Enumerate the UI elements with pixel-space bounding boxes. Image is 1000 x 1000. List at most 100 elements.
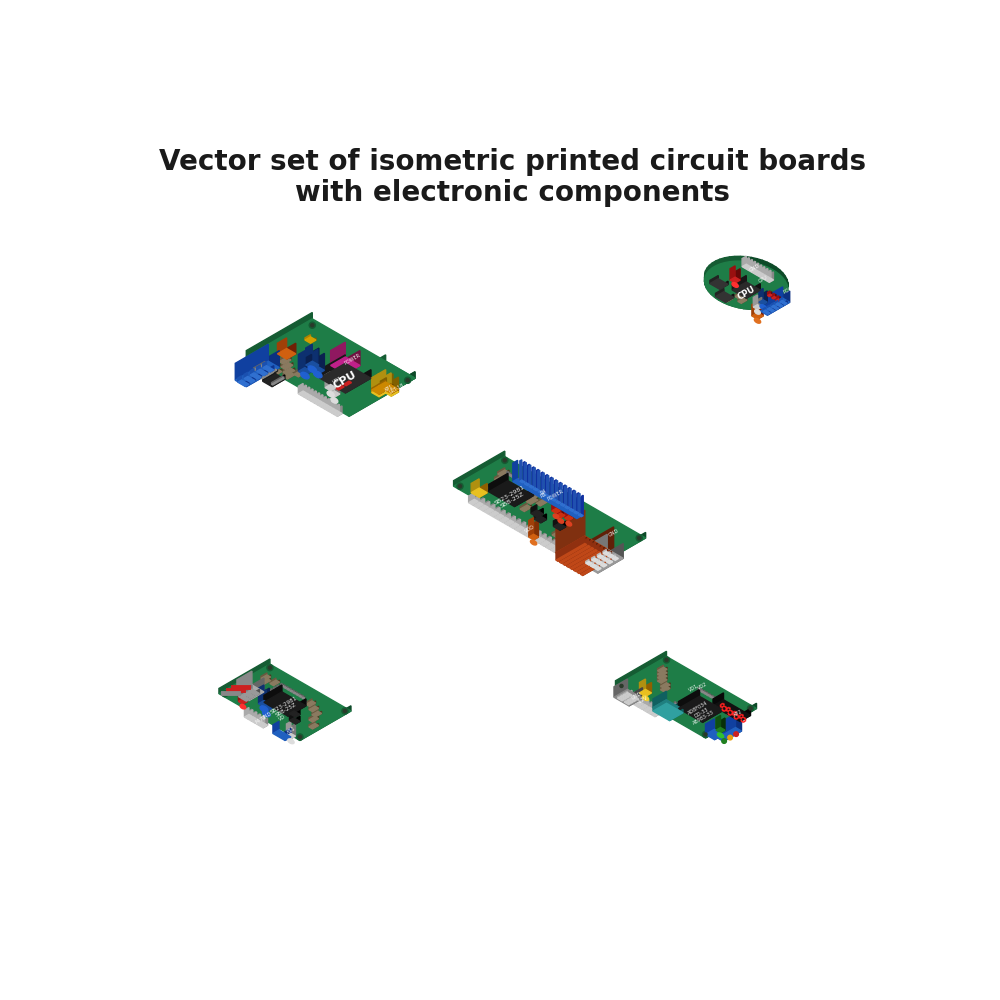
Polygon shape [501, 494, 502, 496]
Polygon shape [715, 724, 724, 740]
Polygon shape [248, 689, 259, 696]
Polygon shape [496, 493, 499, 495]
Polygon shape [491, 488, 492, 491]
Polygon shape [770, 301, 775, 307]
Polygon shape [263, 697, 264, 700]
Polygon shape [557, 502, 561, 515]
Polygon shape [648, 702, 653, 712]
Polygon shape [569, 509, 574, 512]
Polygon shape [252, 719, 260, 723]
Polygon shape [289, 688, 290, 690]
Polygon shape [504, 520, 514, 526]
Polygon shape [287, 343, 296, 359]
Polygon shape [219, 659, 270, 694]
Ellipse shape [642, 696, 649, 700]
Polygon shape [637, 698, 639, 700]
Polygon shape [305, 387, 310, 398]
Circle shape [405, 377, 411, 383]
Polygon shape [576, 547, 604, 571]
Polygon shape [620, 694, 622, 697]
Polygon shape [596, 559, 599, 563]
Polygon shape [534, 530, 540, 540]
Polygon shape [312, 711, 322, 717]
Circle shape [458, 485, 462, 488]
Polygon shape [687, 709, 688, 711]
Polygon shape [554, 480, 556, 501]
Polygon shape [710, 276, 718, 284]
Polygon shape [263, 361, 265, 364]
Polygon shape [719, 295, 723, 302]
Polygon shape [540, 534, 546, 544]
Polygon shape [263, 718, 268, 728]
Polygon shape [493, 507, 499, 517]
Polygon shape [263, 699, 266, 701]
Polygon shape [768, 310, 770, 314]
Polygon shape [310, 701, 316, 706]
Polygon shape [281, 708, 282, 710]
Polygon shape [763, 268, 767, 279]
Polygon shape [653, 700, 683, 717]
Polygon shape [523, 462, 525, 483]
Polygon shape [498, 492, 499, 495]
Polygon shape [554, 542, 560, 552]
Polygon shape [552, 531, 563, 537]
Polygon shape [660, 686, 670, 692]
Polygon shape [293, 706, 295, 709]
Polygon shape [244, 376, 255, 383]
Polygon shape [274, 687, 275, 689]
Text: SB23-2981
SBB-25Z: SB23-2981 SBB-25Z [269, 695, 301, 720]
Circle shape [593, 562, 596, 565]
Polygon shape [256, 721, 264, 726]
Polygon shape [268, 361, 276, 368]
Polygon shape [513, 479, 582, 519]
Polygon shape [724, 297, 733, 302]
Polygon shape [705, 280, 707, 288]
Polygon shape [599, 561, 602, 564]
Polygon shape [751, 261, 756, 272]
Polygon shape [780, 270, 783, 278]
Polygon shape [723, 298, 728, 304]
Polygon shape [784, 292, 786, 299]
Polygon shape [724, 295, 729, 300]
Text: 8: 8 [723, 705, 736, 720]
Polygon shape [258, 373, 261, 379]
Polygon shape [595, 565, 598, 568]
Polygon shape [725, 294, 734, 302]
Polygon shape [551, 540, 556, 550]
Polygon shape [627, 695, 629, 698]
Polygon shape [498, 494, 501, 496]
Circle shape [722, 739, 726, 743]
Polygon shape [565, 506, 570, 509]
Polygon shape [712, 261, 716, 268]
Polygon shape [519, 522, 524, 531]
Polygon shape [639, 689, 651, 696]
Polygon shape [336, 385, 344, 390]
Polygon shape [325, 399, 330, 409]
Polygon shape [614, 679, 627, 697]
Polygon shape [763, 291, 767, 305]
Polygon shape [287, 688, 290, 690]
Polygon shape [281, 709, 284, 711]
Polygon shape [664, 686, 670, 692]
Polygon shape [715, 292, 734, 302]
Polygon shape [274, 688, 277, 690]
Polygon shape [552, 508, 560, 513]
Polygon shape [272, 704, 275, 706]
Polygon shape [238, 690, 243, 701]
Polygon shape [701, 691, 704, 693]
Polygon shape [542, 473, 544, 494]
Polygon shape [503, 495, 504, 498]
Polygon shape [527, 483, 528, 486]
Polygon shape [530, 535, 540, 540]
Polygon shape [479, 483, 487, 497]
Polygon shape [274, 680, 280, 686]
Polygon shape [279, 379, 282, 381]
Polygon shape [701, 689, 702, 692]
Polygon shape [513, 519, 519, 529]
Polygon shape [257, 369, 268, 376]
Polygon shape [746, 257, 751, 262]
Polygon shape [540, 541, 550, 546]
Polygon shape [680, 706, 683, 708]
Polygon shape [772, 264, 776, 272]
Polygon shape [652, 705, 657, 715]
